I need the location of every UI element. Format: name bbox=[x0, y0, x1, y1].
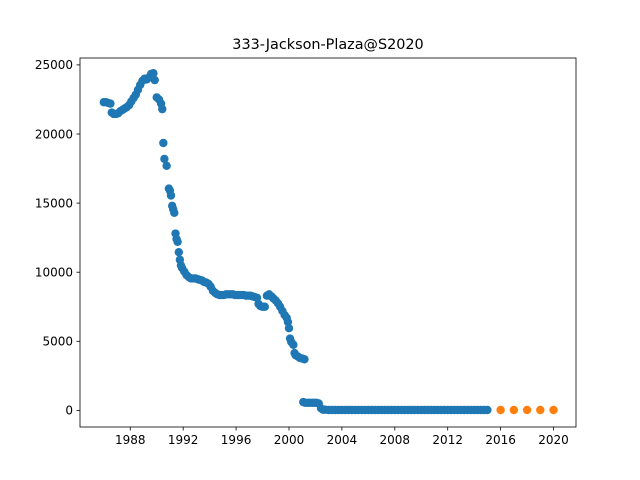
data-point-series-1 bbox=[170, 208, 179, 217]
data-point-series-1 bbox=[283, 317, 293, 327]
data-point-series-1 bbox=[289, 340, 298, 349]
data-point-series-1 bbox=[284, 323, 294, 333]
axes: 1988 1992 1996 2000 2004 2008 2012 2016 2020 0 500… bbox=[35, 57, 577, 447]
x-tick-label: 2004 bbox=[327, 433, 358, 447]
data-point-series-2 bbox=[549, 405, 558, 415]
x-tick-label: 2012 bbox=[432, 433, 463, 447]
data-point-series-1 bbox=[166, 191, 176, 200]
x-tick-label: 2008 bbox=[380, 433, 411, 447]
data-point-series-1 bbox=[159, 138, 168, 148]
y-tick-label: 0 bbox=[65, 404, 73, 418]
data-point-series-1 bbox=[260, 302, 269, 311]
chart-title: 333-Jackson-Plaza@S2020 bbox=[232, 37, 423, 53]
y-tick-label: 15000 bbox=[35, 196, 73, 210]
x-tick-label: 1996 bbox=[221, 433, 252, 447]
data-point-series-1 bbox=[158, 104, 167, 114]
data-point-series-1 bbox=[162, 161, 171, 170]
data-point-series-2 bbox=[536, 405, 545, 415]
data-point-series-2 bbox=[509, 405, 519, 415]
x-tick-label: 2016 bbox=[485, 433, 516, 447]
y-tick-label: 10000 bbox=[35, 266, 73, 280]
x-tick-label: 2000 bbox=[274, 433, 305, 447]
data-point-series-1 bbox=[173, 237, 182, 247]
x-tick-label: 1988 bbox=[115, 433, 146, 447]
data-point-series-1 bbox=[106, 99, 115, 108]
data-point-series-2 bbox=[522, 405, 532, 415]
x-tick-label: 1992 bbox=[168, 433, 199, 447]
axes-frame bbox=[79, 57, 577, 428]
x-tick-label: 2020 bbox=[538, 433, 569, 447]
data-point-series-1 bbox=[149, 69, 158, 78]
data-point-series-1 bbox=[150, 75, 159, 85]
data-point-series-1 bbox=[174, 247, 183, 257]
y-tick-label: 5000 bbox=[42, 335, 73, 349]
data-point-series-2 bbox=[496, 405, 505, 415]
data-point-series-1 bbox=[483, 405, 492, 415]
data-point-series-1 bbox=[300, 355, 309, 364]
data-point-series-1 bbox=[160, 154, 169, 164]
y-tick-label: 25000 bbox=[35, 58, 73, 72]
plot-area bbox=[99, 69, 558, 415]
y-tick-label: 20000 bbox=[35, 127, 73, 141]
